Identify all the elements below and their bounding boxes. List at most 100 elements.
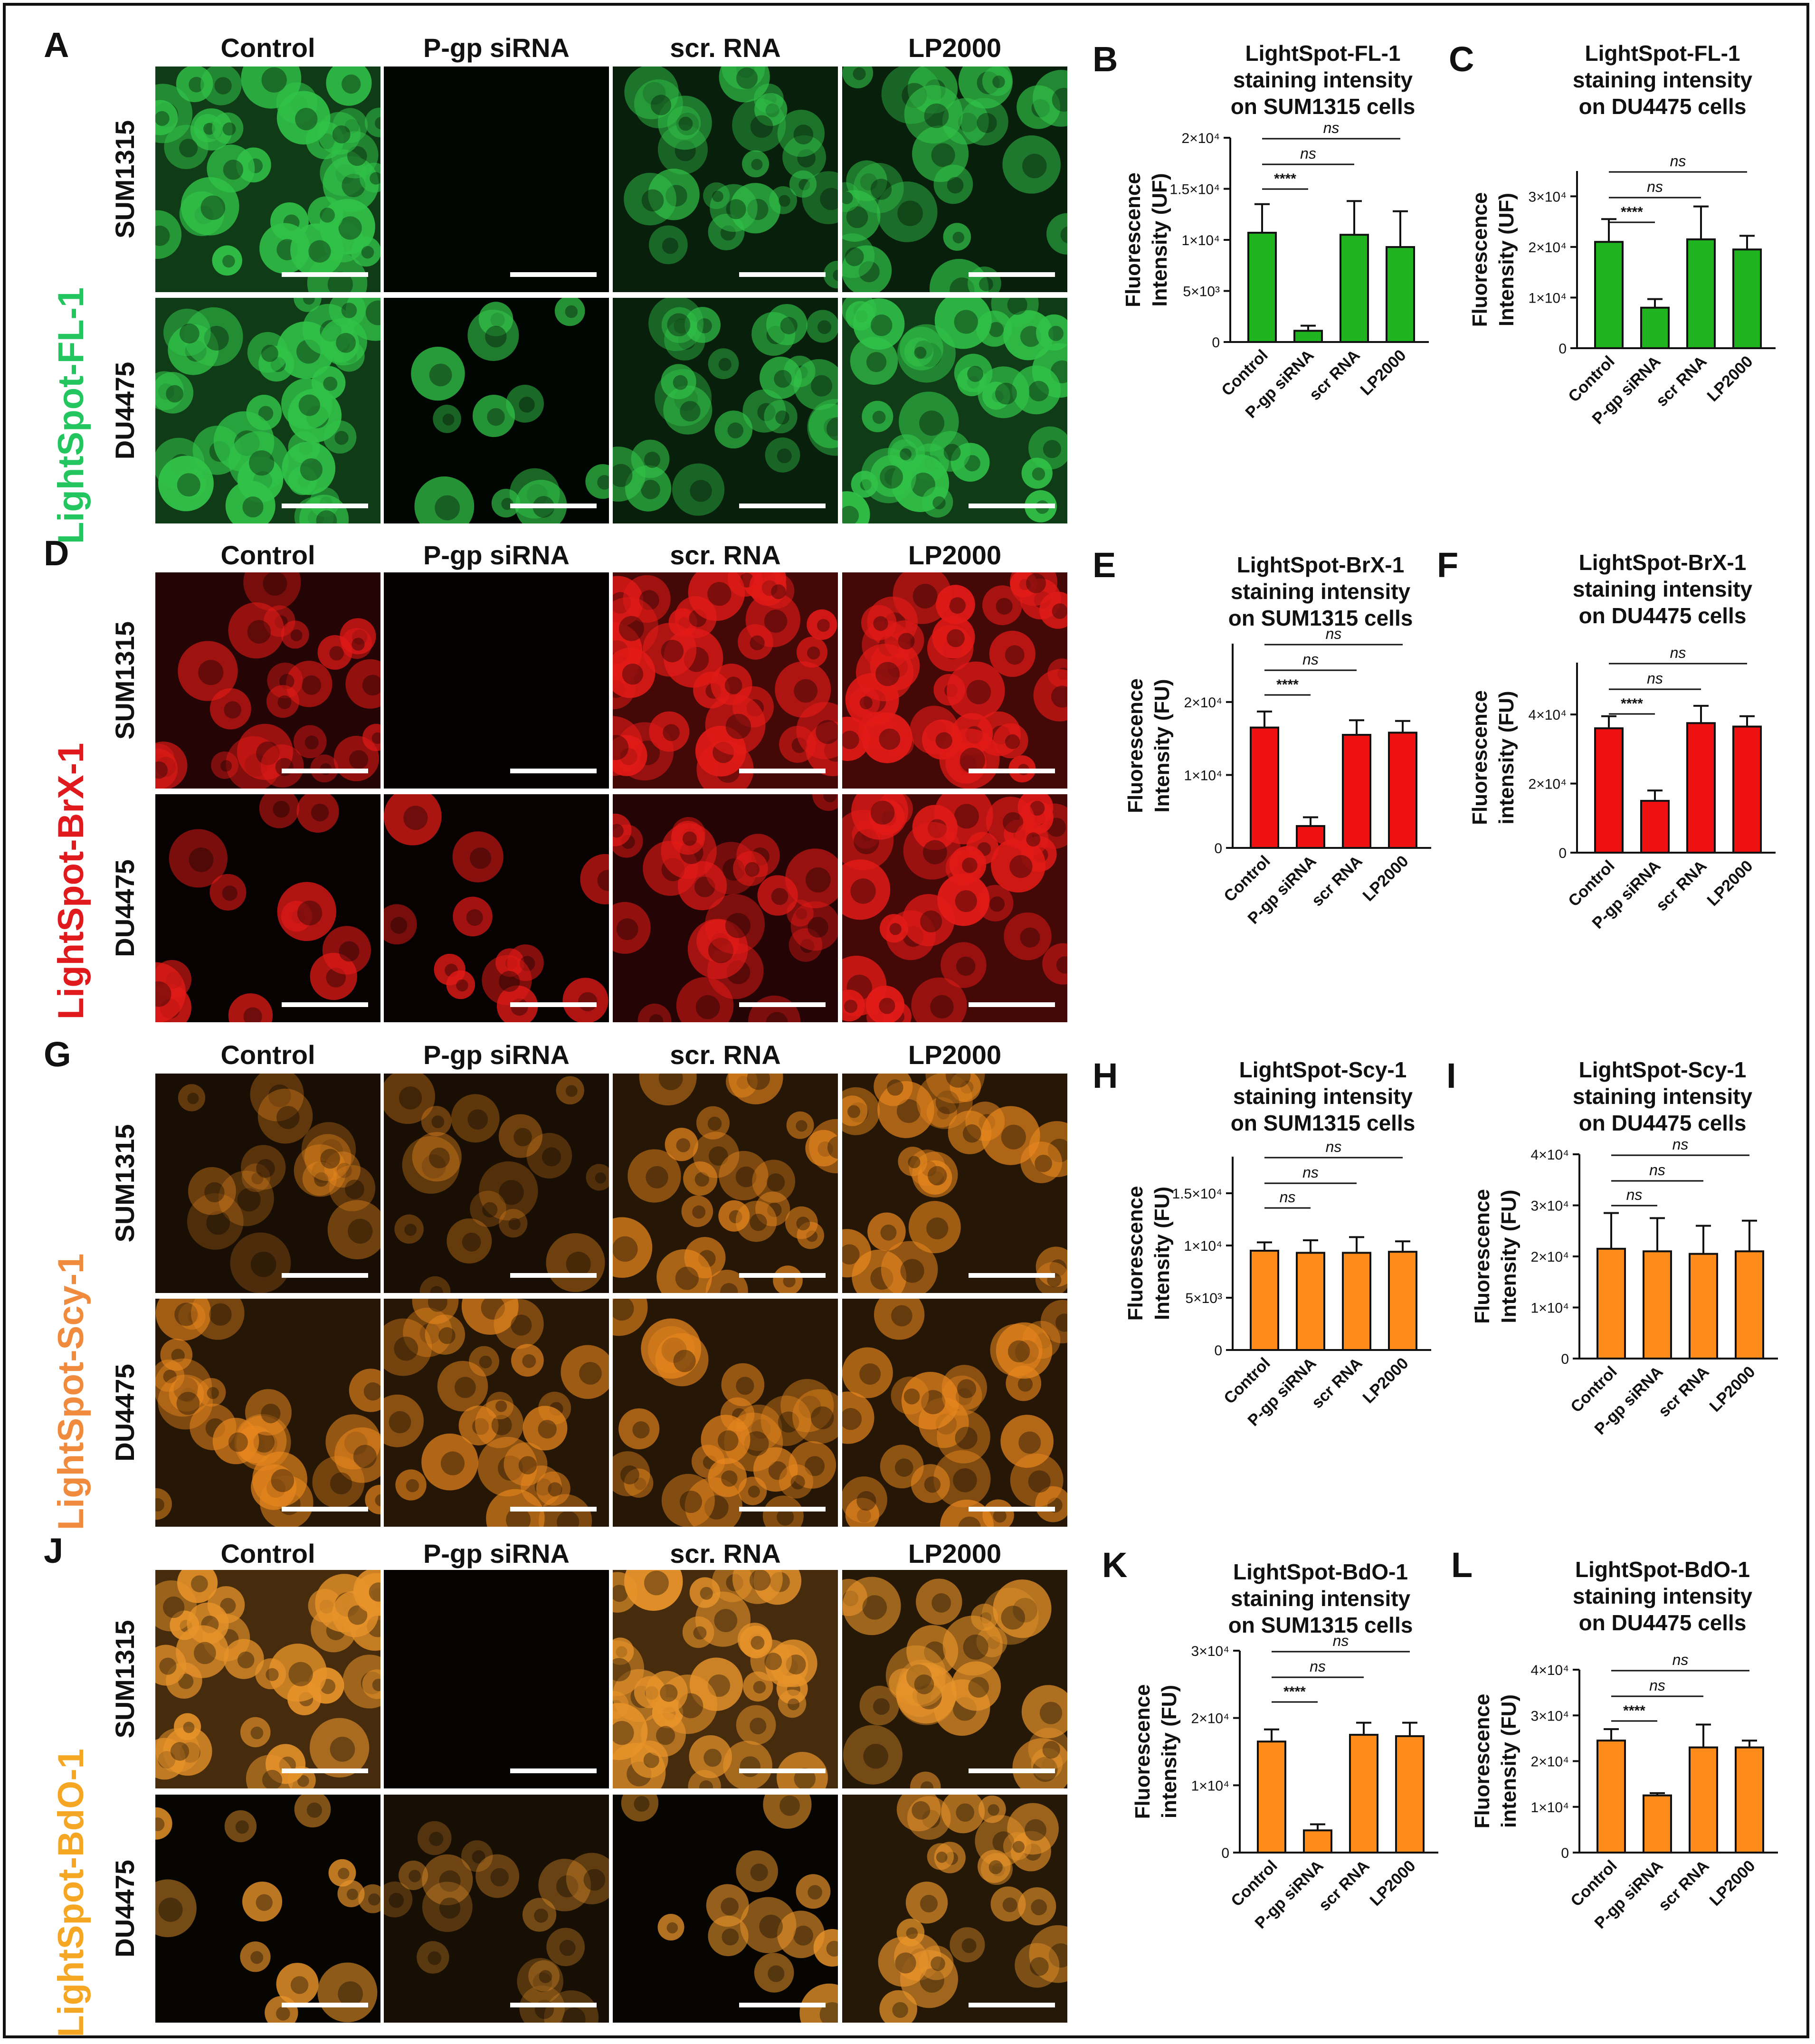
cell — [191, 1299, 245, 1340]
cell-nucleus — [896, 1099, 921, 1123]
cell-nucleus — [697, 318, 712, 333]
cell — [648, 298, 704, 351]
cell-nucleus — [565, 1085, 578, 1097]
cell — [479, 1161, 538, 1221]
micrograph — [842, 572, 1067, 789]
cell-nucleus — [805, 1456, 825, 1476]
cell-nucleus — [295, 108, 318, 131]
cell-nucleus — [314, 1172, 329, 1187]
cell-nucleus — [644, 451, 661, 468]
cell — [1002, 135, 1061, 194]
chart-title: staining intensity — [1573, 67, 1753, 92]
cell-nucleus — [499, 1180, 524, 1205]
cell-nucleus — [519, 397, 535, 413]
cell — [740, 1626, 772, 1659]
cell — [880, 1445, 924, 1489]
cell-line-label: SUM1315 — [110, 621, 140, 740]
cell-nucleus — [1060, 226, 1067, 244]
cell — [475, 1854, 520, 1898]
cell — [876, 181, 938, 242]
cell — [433, 404, 461, 433]
cell-nucleus — [1028, 1470, 1051, 1493]
cell — [950, 1927, 985, 1963]
cell-nucleus — [363, 1382, 380, 1401]
cell-nucleus — [1048, 325, 1064, 341]
cell-nucleus — [943, 444, 961, 461]
cell-nucleus — [250, 1951, 264, 1964]
cell — [260, 744, 304, 788]
cell-nucleus — [472, 1418, 489, 1435]
cell-nucleus — [222, 122, 236, 136]
cell-nucleus — [817, 320, 831, 334]
cell-nucleus — [845, 247, 864, 266]
cell — [228, 993, 273, 1022]
cell-nucleus — [826, 1940, 838, 1957]
cell — [714, 410, 753, 449]
cell-nucleus — [924, 103, 949, 128]
cell — [842, 182, 860, 212]
cell-nucleus — [931, 143, 955, 167]
cell-nucleus — [765, 103, 779, 117]
cell — [807, 399, 838, 456]
cell-nucleus — [487, 408, 505, 426]
cell-nucleus — [439, 1870, 461, 1892]
cell — [174, 1713, 201, 1740]
bar — [1643, 1250, 1672, 1359]
cell-nucleus — [155, 761, 168, 779]
bar — [1250, 1250, 1279, 1351]
cell-nucleus — [365, 300, 380, 325]
column-header: P-gp siRNA — [423, 540, 570, 570]
cell — [796, 1874, 831, 1909]
cell-nucleus — [508, 1217, 521, 1230]
cell-nucleus — [1025, 1819, 1046, 1841]
micrograph-haze — [384, 67, 609, 292]
cell-nucleus — [767, 1173, 785, 1192]
cell-nucleus — [774, 370, 792, 388]
cell-nucleus — [796, 908, 808, 920]
column-header: P-gp siRNA — [423, 1040, 570, 1070]
cell — [893, 572, 952, 624]
cell — [421, 1433, 478, 1491]
significance-label: ns — [1302, 1164, 1319, 1181]
chart-title: on DU4475 cells — [1579, 603, 1747, 628]
micrograph — [155, 572, 380, 789]
cell-nucleus — [206, 1211, 230, 1235]
y-axis-label: intensity (FU) — [1497, 1694, 1520, 1828]
cell-nucleus — [875, 662, 900, 686]
column-header: LP2000 — [908, 1040, 1001, 1070]
cell — [526, 1133, 572, 1179]
cell-nucleus — [273, 800, 290, 818]
scale-bar — [739, 504, 826, 508]
significance-label: **** — [1623, 1703, 1645, 1719]
cell — [187, 1193, 244, 1250]
cell-nucleus — [992, 1831, 1015, 1854]
cell — [874, 1074, 913, 1106]
cell — [556, 1076, 584, 1104]
cell — [1033, 669, 1067, 722]
cell — [708, 348, 739, 380]
cell — [624, 1570, 683, 1611]
cell — [240, 1717, 271, 1748]
cell-nucleus — [870, 800, 895, 825]
cell-nucleus — [906, 1927, 918, 1939]
cell — [676, 977, 734, 1022]
bar — [1388, 732, 1417, 849]
cell-nucleus — [856, 1491, 876, 1511]
cell-nucleus — [613, 1721, 634, 1745]
cell — [649, 225, 688, 265]
cell-nucleus — [163, 1596, 185, 1618]
cell — [881, 1241, 938, 1293]
x-tick-label: LP2000 — [1704, 352, 1757, 405]
cell — [566, 1853, 609, 1904]
cell — [299, 494, 349, 523]
cell-nucleus — [372, 1679, 380, 1692]
cell-nucleus — [1002, 812, 1024, 833]
cell — [486, 1391, 514, 1419]
cell — [941, 942, 987, 988]
significance-label: ns — [1672, 1136, 1689, 1153]
cell — [742, 150, 770, 178]
cell-nucleus — [721, 1470, 738, 1487]
cell-nucleus — [1052, 87, 1067, 112]
cell — [421, 1106, 452, 1136]
